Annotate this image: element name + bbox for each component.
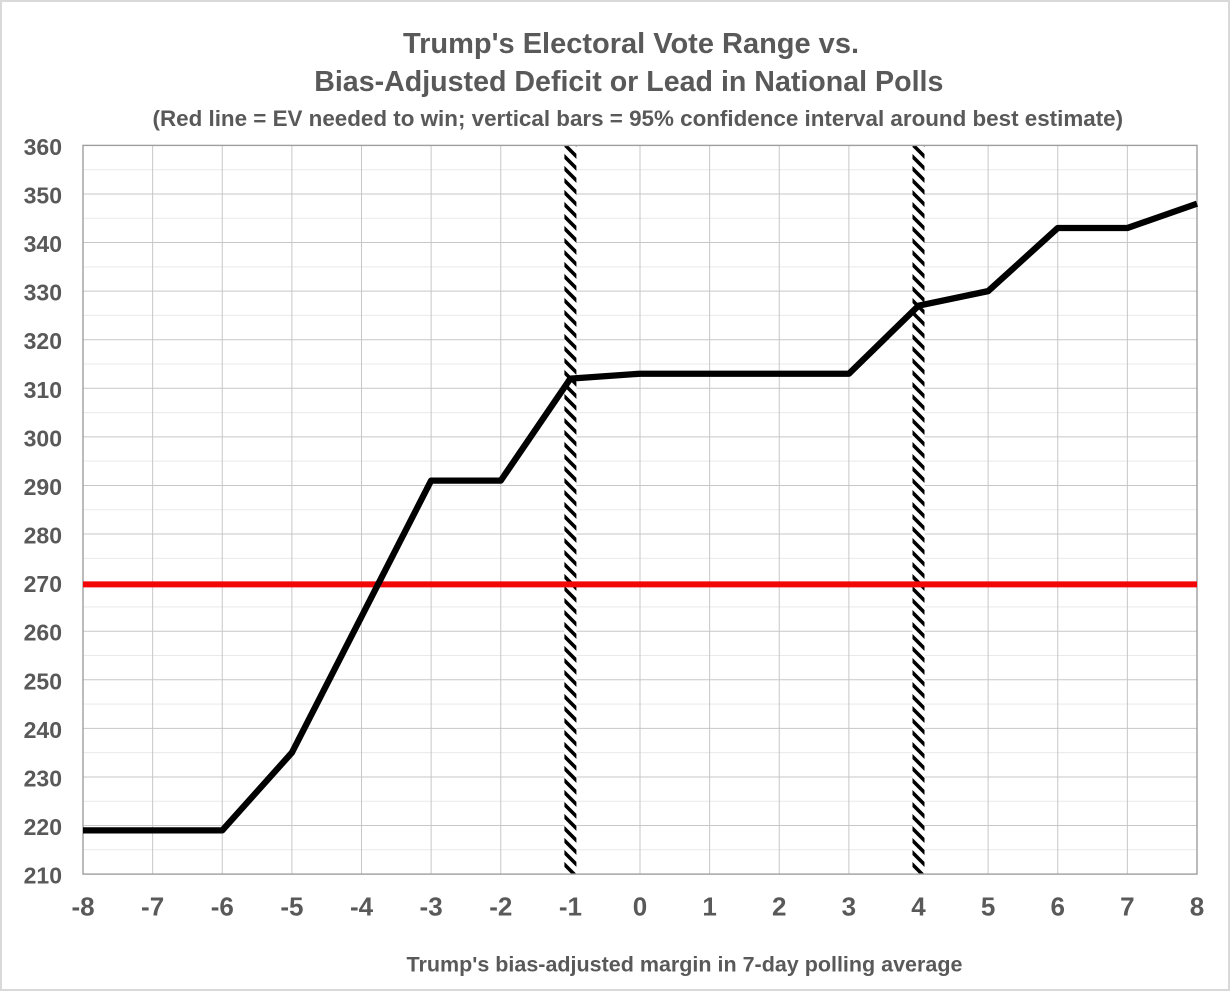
svg-text:220: 220	[24, 814, 62, 840]
svg-text:7: 7	[1120, 892, 1134, 922]
svg-text:6: 6	[1051, 892, 1065, 922]
svg-text:260: 260	[24, 620, 62, 646]
svg-text:280: 280	[24, 523, 62, 549]
svg-text:320: 320	[24, 328, 62, 354]
svg-text:Trump's bias-adjusted margin i: Trump's bias-adjusted margin in 7-day po…	[407, 952, 963, 976]
svg-text:300: 300	[24, 425, 62, 451]
svg-text:330: 330	[24, 280, 62, 306]
svg-text:-6: -6	[211, 892, 234, 922]
svg-text:270: 270	[24, 571, 62, 597]
svg-text:-5: -5	[280, 892, 303, 922]
svg-text:(Red line = EV needed to win;: (Red line = EV needed to win; vertical b…	[153, 106, 1124, 131]
svg-text:8: 8	[1190, 892, 1204, 922]
svg-text:-1: -1	[559, 892, 582, 922]
svg-text:-8: -8	[71, 892, 94, 922]
svg-text:5: 5	[981, 892, 995, 922]
svg-text:-4: -4	[350, 892, 374, 922]
svg-text:3: 3	[842, 892, 856, 922]
svg-text:0: 0	[633, 892, 647, 922]
svg-text:250: 250	[24, 668, 62, 694]
svg-text:2: 2	[772, 892, 786, 922]
svg-text:240: 240	[24, 717, 62, 743]
svg-text:340: 340	[24, 231, 62, 257]
svg-text:310: 310	[24, 377, 62, 403]
svg-text:1: 1	[702, 892, 716, 922]
svg-text:-3: -3	[420, 892, 443, 922]
svg-text:Trump's Electoral Vote Range v: Trump's Electoral Vote Range vs.	[403, 28, 859, 60]
svg-text:350: 350	[24, 183, 62, 209]
svg-text:290: 290	[24, 474, 62, 500]
svg-text:4: 4	[911, 892, 926, 922]
svg-text:210: 210	[24, 863, 62, 889]
svg-text:230: 230	[24, 765, 62, 791]
svg-text:360: 360	[24, 134, 62, 160]
svg-text:-2: -2	[489, 892, 512, 922]
svg-text:-7: -7	[141, 892, 164, 922]
svg-text:Bias-Adjusted Deficit or Lead: Bias-Adjusted Deficit or Lead in Nationa…	[314, 66, 943, 98]
